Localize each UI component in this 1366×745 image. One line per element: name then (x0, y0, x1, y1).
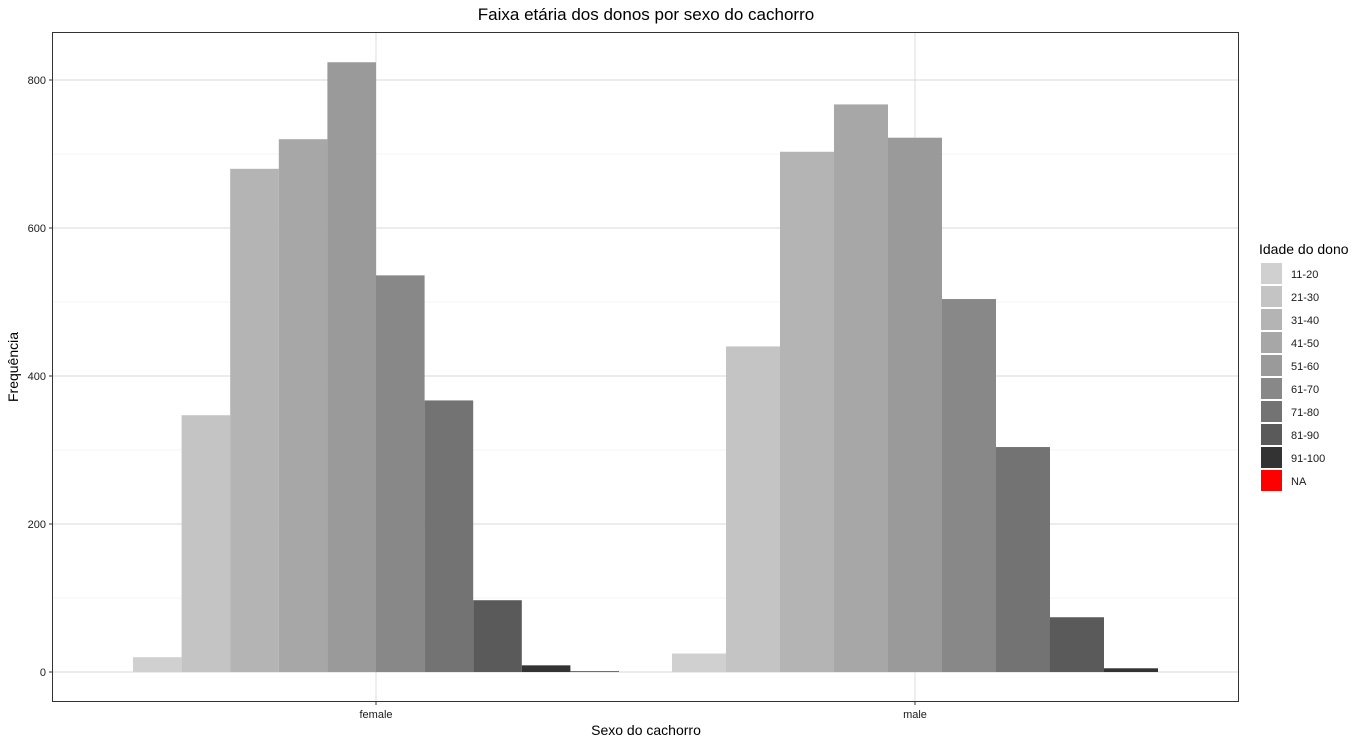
y-tick-label: 400 (28, 371, 46, 383)
legend-key-71-80 (1261, 401, 1282, 422)
bar-female-11-20 (133, 657, 182, 672)
legend-label: 51-60 (1291, 361, 1319, 373)
x-axis-title: Sexo do cachorro (591, 722, 701, 738)
bar-female-71-80 (424, 400, 474, 672)
bar-male-21-30 (726, 346, 780, 672)
y-tick-label: 600 (28, 223, 46, 235)
legend-key-81-90 (1261, 424, 1282, 445)
legend-label: 21-30 (1291, 292, 1319, 304)
legend: Idade do dono 11-20 21-30 31-40 41-50 51-60 6… (1259, 241, 1349, 491)
bar-male-61-70 (942, 299, 996, 672)
legend-label: 61-70 (1291, 384, 1319, 396)
y-axis-title: Frequência (5, 332, 21, 402)
legend-label: 71-80 (1291, 407, 1319, 419)
legend-label: 41-50 (1291, 338, 1319, 350)
legend-label: 91-100 (1291, 453, 1325, 465)
legend-key-31-40 (1261, 309, 1282, 330)
legend-key-51-60 (1261, 355, 1282, 376)
bar-female-61-70 (376, 275, 425, 672)
bar-female-51-60 (327, 62, 376, 673)
legend-key-61-70 (1261, 378, 1282, 399)
y-tick-label: 200 (28, 519, 46, 531)
legend-label: 81-90 (1291, 430, 1319, 442)
bar-female-31-40 (230, 168, 279, 673)
bars (133, 62, 1158, 673)
bar-female-41-50 (278, 139, 328, 672)
bar-female-81-90 (473, 600, 522, 672)
bar-female-21-30 (181, 415, 231, 672)
bar-male-31-40 (780, 151, 834, 672)
legend-label: 31-40 (1291, 315, 1319, 327)
legend-title: Idade do dono (1259, 241, 1349, 257)
bar-male-81-90 (1050, 617, 1104, 672)
x-tick-label-female: female (359, 709, 392, 721)
y-axis: 0 200 400 600 800 (28, 75, 53, 679)
bar-male-41-50 (834, 104, 888, 673)
x-axis: female male (359, 701, 927, 721)
bar-male-51-60 (888, 137, 942, 673)
legend-key-NA (1261, 470, 1282, 491)
legend-key-91-100 (1261, 447, 1282, 468)
y-tick-label: 800 (28, 75, 46, 87)
y-tick-label: 0 (40, 667, 46, 679)
bar-female-NA (570, 671, 619, 672)
bar-male-11-20 (672, 653, 726, 672)
bar-male-71-80 (996, 447, 1050, 672)
legend-key-41-50 (1261, 332, 1282, 353)
bar-male-91-100 (1104, 668, 1158, 672)
bar-female-91-100 (521, 665, 571, 672)
plot-border (52, 32, 1239, 702)
legend-key-11-20 (1261, 263, 1282, 284)
legend-label: NA (1291, 476, 1307, 488)
x-tick-label-male: male (903, 709, 927, 721)
legend-key-21-30 (1261, 286, 1282, 307)
chart-title: Faixa etária dos donos por sexo do cacho… (478, 5, 814, 24)
legend-label: 11-20 (1291, 269, 1318, 281)
